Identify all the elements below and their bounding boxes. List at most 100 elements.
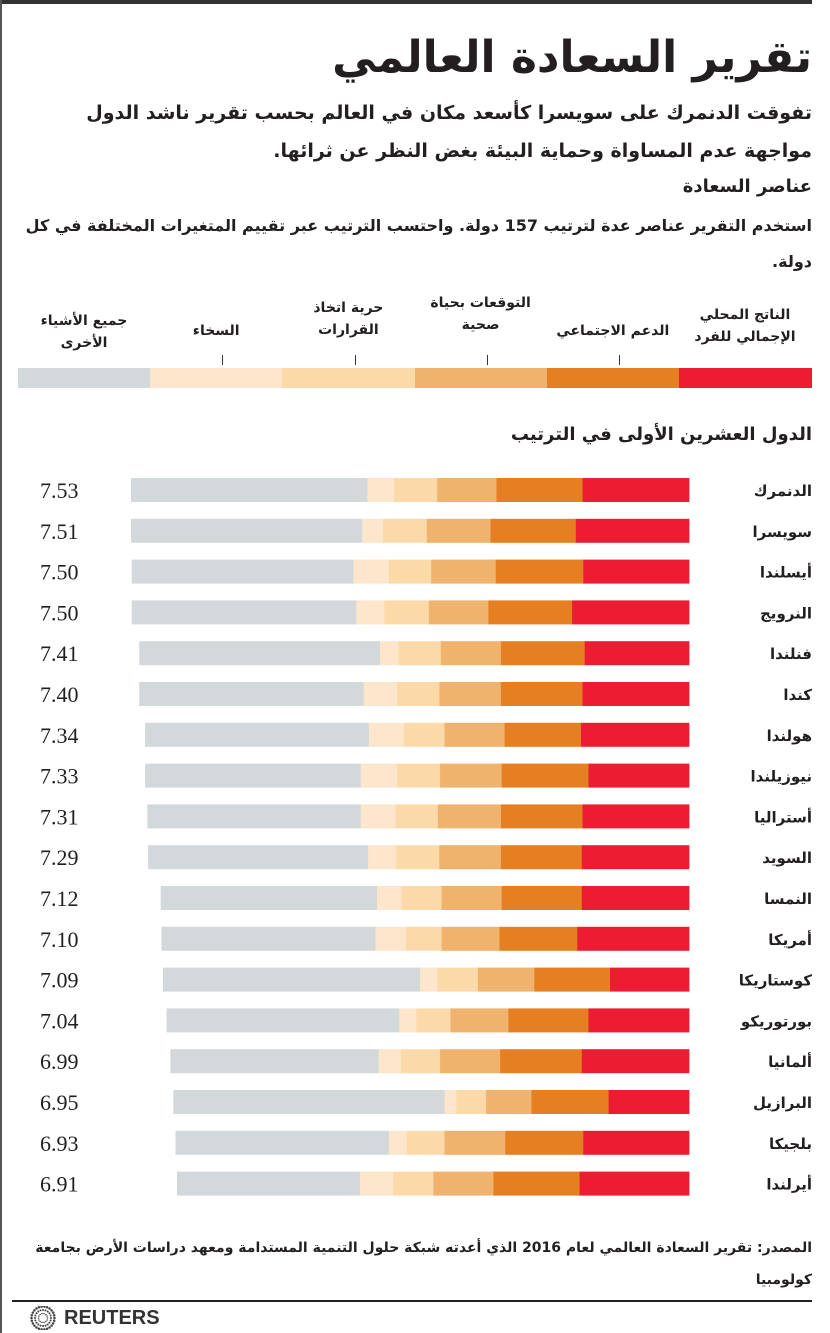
bar-segment-other bbox=[131, 478, 368, 502]
bar-segment-health bbox=[441, 886, 502, 910]
bar-segment-generosity bbox=[352, 559, 389, 584]
reuters-logo: REUTERS bbox=[28, 1306, 160, 1330]
bar-segment-other bbox=[131, 518, 363, 543]
score-label: 7.10 bbox=[40, 927, 79, 952]
bar-segment-generosity bbox=[367, 845, 397, 870]
legend-swatch-health bbox=[414, 368, 548, 388]
bar-segment-gdp bbox=[571, 600, 690, 625]
bar-segment-freedom bbox=[406, 1130, 445, 1155]
country-label: كوستاريكا bbox=[739, 972, 813, 990]
country-label: فنلندا bbox=[770, 645, 812, 663]
bar-segment-gdp bbox=[580, 722, 690, 747]
bar-row: 7.12 النمسا bbox=[40, 886, 812, 911]
bar-segment-freedom bbox=[395, 804, 438, 829]
bar-segment-other bbox=[139, 641, 380, 666]
bar-segment-generosity bbox=[368, 722, 404, 747]
bar-segment-health bbox=[485, 1090, 532, 1114]
bar-row: 7.29 السويد bbox=[40, 845, 812, 870]
legend-tick bbox=[486, 355, 488, 365]
legend-tick bbox=[618, 355, 620, 365]
bar-segment-health bbox=[440, 641, 501, 666]
bar-row: 7.33 نيوزيلندا bbox=[40, 763, 812, 789]
bar-row: 7.50 أيسلندا bbox=[40, 559, 812, 585]
bar-segment-social bbox=[533, 967, 610, 992]
country-label: أمريكا bbox=[768, 930, 812, 949]
country-label: ألمانيا bbox=[768, 1052, 812, 1071]
bar-segment-generosity bbox=[379, 641, 399, 666]
bar-segment-gdp bbox=[582, 478, 690, 502]
bar-row: 6.93 بلجيكا bbox=[40, 1130, 812, 1156]
bar-segment-other bbox=[147, 804, 361, 829]
bar-segment-health bbox=[441, 926, 500, 951]
bar-segment-freedom bbox=[395, 845, 440, 870]
bar-segment-gdp bbox=[581, 1049, 690, 1074]
bar-row: 7.40 كندا bbox=[40, 682, 812, 707]
bar-segment-gdp bbox=[588, 1008, 690, 1033]
country-label: أستراليا bbox=[754, 807, 812, 826]
bar-row: 7.31 أستراليا bbox=[40, 804, 812, 829]
bar-segment-other bbox=[145, 763, 361, 788]
bar-segment-generosity bbox=[360, 763, 398, 788]
bar-segment-freedom bbox=[396, 682, 440, 706]
reuters-dots-icon bbox=[30, 1306, 56, 1330]
page-title: تقرير السعادة العالمي bbox=[332, 32, 812, 83]
country-label: كندا bbox=[783, 686, 812, 704]
legend-label-gdp: الناتج المحلي الإجمالي للفرد bbox=[694, 307, 796, 345]
bar-row: 6.91 أيرلندا bbox=[40, 1171, 812, 1197]
country-label: النمسا bbox=[764, 890, 812, 908]
legend-swatch-social bbox=[546, 368, 680, 388]
bar-segment-generosity bbox=[360, 804, 396, 829]
bar-segment-other bbox=[175, 1130, 389, 1155]
description: استخدم التقرير عناصر عدة لترتيب 157 دولة… bbox=[25, 216, 812, 271]
bar-segment-gdp bbox=[582, 559, 690, 584]
bar-segment-other bbox=[131, 600, 357, 625]
legend-swatch-gdp bbox=[679, 368, 812, 388]
bar-segment-health bbox=[477, 967, 535, 992]
bar-segment-health bbox=[439, 1049, 501, 1074]
bar-segment-social bbox=[504, 722, 581, 747]
bar-row: 7.53 الدنمرك bbox=[40, 478, 812, 503]
bar-segment-generosity bbox=[361, 518, 383, 543]
bar-segment-social bbox=[490, 518, 576, 543]
bar-segment-social bbox=[500, 845, 582, 870]
score-label: 7.04 bbox=[40, 1008, 79, 1033]
bar-segment-generosity bbox=[363, 682, 398, 706]
chart-title: الدول العشرين الأولى في الترتيب bbox=[510, 424, 812, 445]
bar-row: 6.95 البرازيل bbox=[40, 1090, 812, 1115]
bar-segment-freedom bbox=[388, 559, 432, 584]
subtitle: تفوقت الدنمرك على سويسرا كأسعد مكان في ا… bbox=[86, 102, 812, 162]
bar-segment-gdp bbox=[582, 682, 690, 706]
bar-segment-freedom bbox=[392, 1171, 434, 1196]
legend-label-health: التوقعات بحياة صحية bbox=[430, 295, 531, 333]
score-label: 6.95 bbox=[40, 1090, 79, 1115]
bar-segment-freedom bbox=[396, 763, 441, 788]
score-label: 7.33 bbox=[40, 764, 79, 789]
legend-tick bbox=[222, 355, 224, 365]
bar-segment-social bbox=[495, 559, 584, 584]
country-label: الدنمرك bbox=[754, 482, 812, 500]
bar-segment-social bbox=[499, 926, 578, 951]
bar-segment-other bbox=[170, 1049, 379, 1074]
score-label: 6.99 bbox=[40, 1049, 79, 1074]
bar-segment-social bbox=[487, 600, 573, 625]
bar-segment-freedom bbox=[436, 967, 478, 992]
bar-segment-health bbox=[444, 1130, 506, 1155]
bar-row: 7.34 هولندا bbox=[40, 722, 812, 748]
bar-segment-gdp bbox=[575, 518, 690, 543]
legend-swatch-other bbox=[18, 368, 151, 388]
country-label: السويد bbox=[762, 849, 812, 867]
score-label: 7.40 bbox=[40, 682, 79, 707]
bar-segment-gdp bbox=[609, 967, 690, 992]
bar-segment-social bbox=[501, 763, 589, 788]
score-label: 7.34 bbox=[40, 723, 79, 748]
country-label: أيرلندا bbox=[766, 1175, 812, 1194]
country-label: بورتوريكو bbox=[740, 1012, 812, 1030]
bar-segment-generosity bbox=[398, 1008, 417, 1033]
bar-segment-health bbox=[433, 1171, 494, 1196]
score-label: 7.53 bbox=[40, 478, 79, 503]
bar-segment-other bbox=[162, 967, 420, 992]
bar-segment-freedom bbox=[401, 886, 442, 910]
country-label: هولندا bbox=[767, 727, 812, 745]
bar-segment-gdp bbox=[588, 763, 690, 788]
legend-label-generosity: السخاء bbox=[192, 323, 240, 339]
